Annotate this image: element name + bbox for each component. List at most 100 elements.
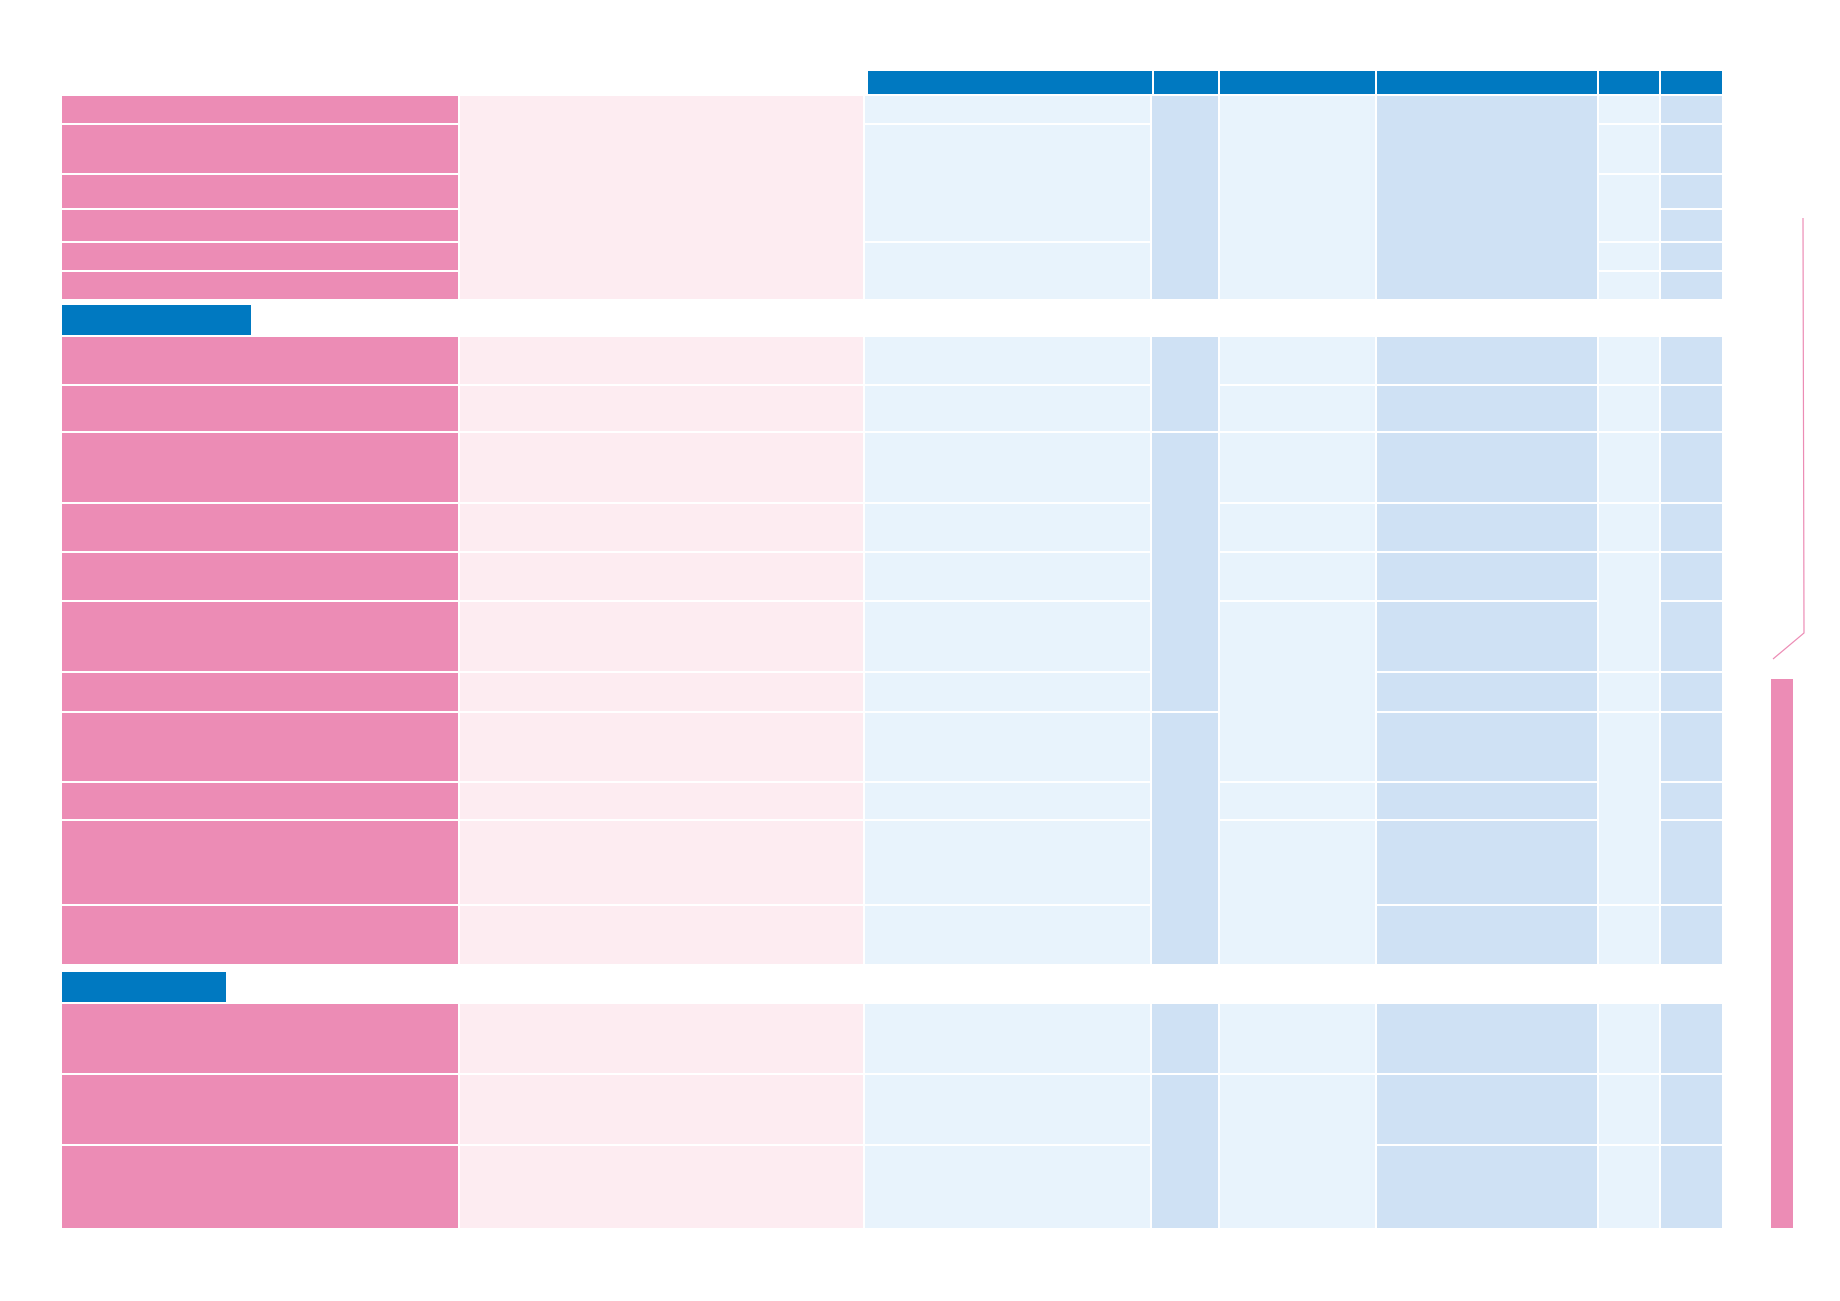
g1-col7-cell	[1599, 272, 1659, 299]
g3-col7-cell	[1599, 1004, 1659, 1073]
g2-col5-cell	[1220, 783, 1375, 819]
g2-col3-cell	[865, 553, 1150, 600]
g3-row-label	[62, 1075, 458, 1144]
g1-col7-cell	[1599, 125, 1659, 173]
g2-description-cell	[460, 433, 863, 502]
g2-col5-cell	[1220, 386, 1375, 431]
g2-col3-cell	[865, 602, 1150, 671]
g3-row-label	[62, 1004, 458, 1073]
g2-col6-cell	[1377, 821, 1597, 904]
g2-description-cell	[460, 673, 863, 711]
g2-row-label	[62, 504, 458, 551]
g2-description-cell	[460, 553, 863, 600]
header-col-4	[1154, 71, 1218, 94]
section-header	[62, 972, 226, 1002]
g2-row-label	[62, 433, 458, 502]
g1-col8-cell	[1661, 96, 1722, 123]
g3-col6-cell	[1377, 1146, 1597, 1228]
g2-col3-cell	[865, 713, 1150, 781]
g2-col3-cell	[865, 783, 1150, 819]
g2-col7-cell	[1599, 433, 1659, 502]
g2-col3-cell	[865, 433, 1150, 502]
g2-col5-cell	[1220, 602, 1375, 781]
g1-col3-cell	[865, 243, 1150, 299]
g2-description-cell	[460, 602, 863, 671]
g1-col8-cell	[1661, 243, 1722, 270]
g2-description-cell	[460, 713, 863, 781]
g1-row-label	[62, 96, 458, 123]
g2-col6-cell	[1377, 337, 1597, 384]
g3-col3-cell	[865, 1075, 1150, 1144]
g2-col4-cell	[1152, 433, 1218, 711]
g2-col4-cell	[1152, 337, 1218, 431]
g2-col5-cell	[1220, 337, 1375, 384]
g2-row-label	[62, 337, 458, 384]
g1-col4-cell	[1152, 96, 1218, 299]
g2-col8-cell	[1661, 673, 1722, 711]
g1-row-label	[62, 125, 458, 173]
g1-col8-cell	[1661, 125, 1722, 173]
g2-col8-cell	[1661, 783, 1722, 819]
g2-col6-cell	[1377, 386, 1597, 431]
g2-row-label	[62, 906, 458, 964]
g1-row-label	[62, 272, 458, 299]
g1-col8-cell	[1661, 210, 1722, 241]
g1-col8-cell	[1661, 272, 1722, 299]
g2-col7-cell	[1599, 386, 1659, 431]
g2-col7-cell	[1599, 504, 1659, 551]
g2-col6-cell	[1377, 433, 1597, 502]
g2-col8-cell	[1661, 433, 1722, 502]
g1-col7-cell	[1599, 175, 1659, 241]
g1-row-label	[62, 243, 458, 270]
g2-col7-cell	[1599, 673, 1659, 711]
g2-col8-cell	[1661, 553, 1722, 600]
g1-col6-cell	[1377, 96, 1597, 299]
g2-col3-cell	[865, 821, 1150, 904]
g1-col5-cell	[1220, 96, 1375, 299]
g1-col8-cell	[1661, 175, 1722, 208]
g2-col3-cell	[865, 673, 1150, 711]
g2-col7-cell	[1599, 337, 1659, 384]
g2-row-label	[62, 386, 458, 431]
g3-col7-cell	[1599, 1146, 1659, 1228]
g1-col7-cell	[1599, 96, 1659, 123]
g3-col4-cell	[1152, 1004, 1218, 1073]
g2-row-label	[62, 713, 458, 781]
g2-col8-cell	[1661, 821, 1722, 904]
g2-row-label	[62, 553, 458, 600]
g2-col6-cell	[1377, 906, 1597, 964]
g2-col3-cell	[865, 337, 1150, 384]
side-vertical-bar	[1771, 679, 1793, 1228]
g1-col7-cell	[1599, 243, 1659, 270]
g3-col3-cell	[865, 1146, 1150, 1228]
g3-col6-cell	[1377, 1004, 1597, 1073]
g3-row-label	[62, 1146, 458, 1228]
g3-description-cell	[460, 1004, 863, 1073]
g2-col6-cell	[1377, 504, 1597, 551]
g2-col6-cell	[1377, 673, 1597, 711]
g1-col3-cell	[865, 96, 1150, 123]
g3-col8-cell	[1661, 1075, 1722, 1144]
g1-col3-cell	[865, 125, 1150, 241]
header-col-7	[1599, 71, 1659, 94]
g2-col3-cell	[865, 386, 1150, 431]
g2-col3-cell	[865, 906, 1150, 964]
g2-col8-cell	[1661, 504, 1722, 551]
section-header	[62, 305, 251, 335]
g2-row-label	[62, 673, 458, 711]
g2-col8-cell	[1661, 906, 1722, 964]
g3-col7-cell	[1599, 1075, 1659, 1144]
g2-col5-cell	[1220, 553, 1375, 600]
g2-col3-cell	[865, 504, 1150, 551]
g1-row-label	[62, 210, 458, 241]
header-col-5	[1220, 71, 1375, 94]
g1-row-label	[62, 175, 458, 208]
g3-col8-cell	[1661, 1004, 1722, 1073]
header-col-8	[1661, 71, 1722, 94]
g3-description-cell	[460, 1075, 863, 1144]
g2-col5-cell	[1220, 504, 1375, 551]
g2-col6-cell	[1377, 713, 1597, 781]
g2-description-cell	[460, 906, 863, 964]
g3-col6-cell	[1377, 1075, 1597, 1144]
